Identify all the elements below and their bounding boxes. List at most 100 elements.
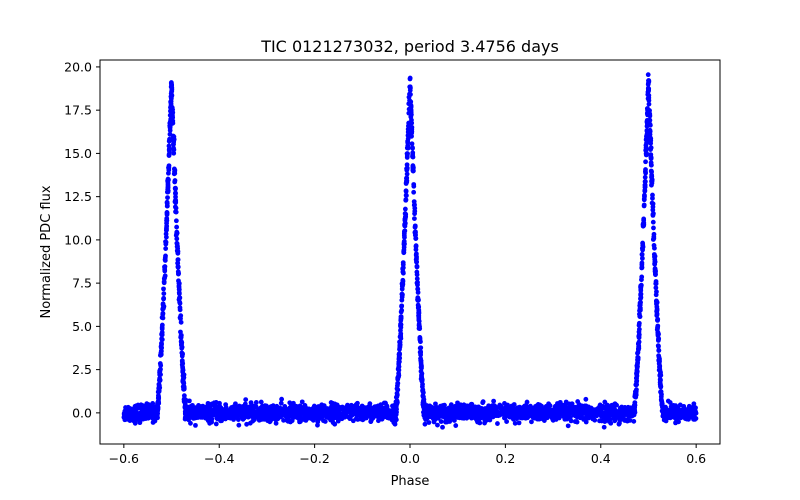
data-point [414,272,420,278]
data-point [646,101,652,107]
data-point [419,371,425,377]
data-point [649,169,654,175]
data-point [178,319,184,325]
data-point [651,236,657,241]
data-point [404,193,409,198]
data-point [248,400,254,405]
data-point [637,307,643,313]
data-point [647,146,653,152]
data-point [154,413,160,419]
data-point [693,410,699,416]
data-point [155,389,161,395]
x-axis-label: Phase [391,474,430,489]
data-point [161,286,166,292]
data-point [410,154,416,160]
data-point [658,383,664,389]
data-point [643,159,648,165]
data-point [412,230,418,235]
data-point [654,304,660,310]
data-point [655,316,661,322]
data-point [409,117,414,123]
data-point [402,223,408,228]
data-point [658,389,663,395]
data-point [414,254,419,260]
data-point [412,202,417,208]
data-point [667,400,673,405]
data-point [651,225,656,231]
data-point [408,92,413,97]
data-point [649,178,655,184]
data-point [400,280,406,286]
data-point [413,235,419,241]
data-point [394,392,400,398]
data-point [656,357,662,363]
data-point [410,163,416,169]
y-tick-label: 0.0 [72,405,92,420]
data-point [332,421,338,427]
data-point [634,371,640,377]
data-point [219,418,224,424]
data-point [409,141,415,147]
data-point [398,333,404,338]
data-point [401,241,407,247]
data-point [173,190,178,196]
data-point [393,399,399,405]
data-point [243,397,249,402]
data-point [652,253,658,259]
data-point [635,350,640,356]
data-point [176,291,182,297]
data-point [646,86,651,92]
data-point [415,297,420,303]
data-point [650,219,656,225]
data-point [408,104,414,110]
y-tick-label: 10.0 [64,232,92,247]
data-point [638,292,644,298]
data-point [647,121,653,127]
data-point [634,387,639,393]
data-point [163,253,168,259]
data-point [273,420,279,426]
data-point [407,75,413,81]
data-point [159,337,165,342]
data-point [167,123,173,129]
data-point [155,406,161,412]
data-point [398,309,404,315]
data-point [406,123,412,129]
data-point [639,252,645,257]
data-point [406,110,412,116]
series-points [121,72,699,430]
data-point [657,377,663,382]
data-point [174,224,180,230]
data-point [399,291,405,297]
data-point [654,312,660,318]
data-point [583,419,589,425]
data-point [397,359,402,365]
data-point [592,417,598,423]
data-point [161,291,167,296]
y-tick-label: 12.5 [64,189,92,204]
data-point [253,400,259,405]
data-point [193,422,198,428]
data-point [169,88,175,94]
data-point [639,255,645,261]
data-point [650,207,656,213]
data-point [164,201,170,207]
data-point [657,363,663,369]
data-point [410,167,416,173]
y-tick-label: 2.5 [72,362,92,377]
y-tick-label: 7.5 [72,276,92,291]
data-point [653,271,658,277]
data-point [174,240,180,246]
data-point [647,135,653,141]
data-point [469,401,475,407]
data-point [448,402,454,408]
data-point [209,416,215,422]
x-tick-label: −0.4 [204,451,234,466]
data-point [640,244,646,250]
data-point [166,153,172,158]
data-point [161,304,167,309]
data-point [648,162,654,168]
data-point [627,417,633,423]
chart-title: TIC 0121273032, period 3.4756 days [260,37,559,56]
data-point [636,329,642,335]
